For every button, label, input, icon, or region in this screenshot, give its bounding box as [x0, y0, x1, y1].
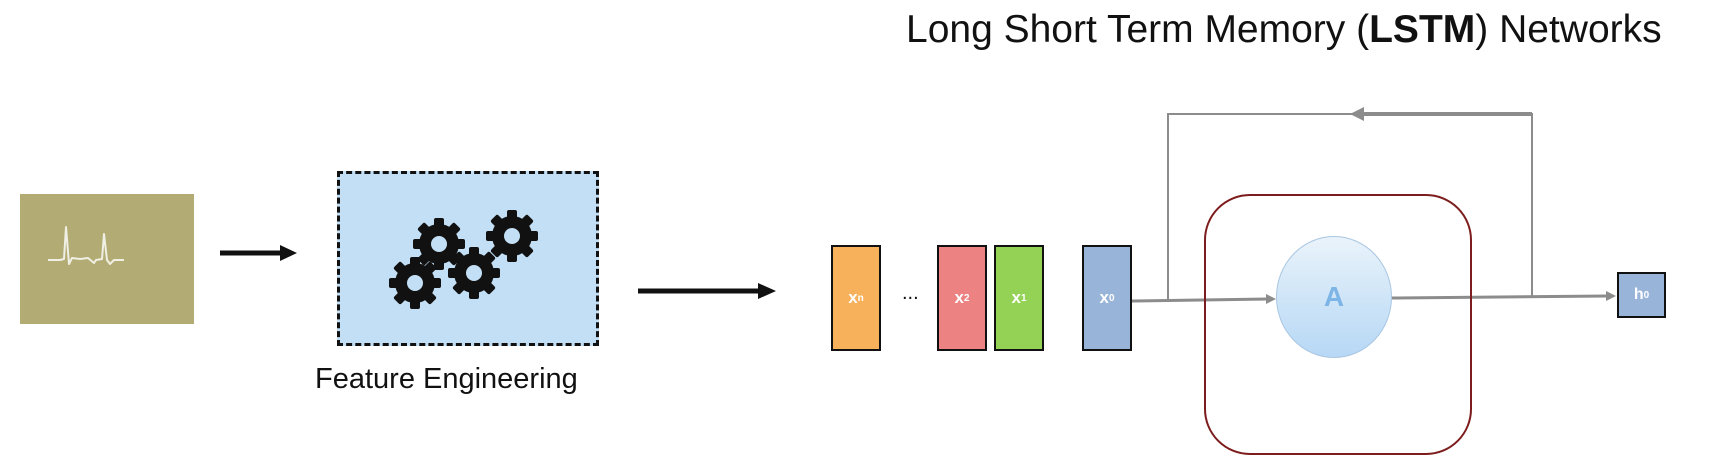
input-arrow-head — [1266, 294, 1276, 304]
lstm-cell-container — [1204, 194, 1472, 455]
arrow-head-1 — [280, 245, 297, 261]
output-line — [1391, 294, 1609, 300]
ecg-signal-icon — [48, 226, 124, 265]
feature-engineering-box — [337, 171, 599, 346]
recurrent-arrow-head — [1350, 107, 1364, 121]
feature-engineering-label: Feature Engineering — [315, 363, 578, 395]
sequence-ellipsis: ... — [902, 282, 919, 304]
diagram-title: Long Short Term Memory (LSTM) Networks — [906, 8, 1662, 51]
lstm-unit-a: A — [1276, 236, 1392, 358]
ecg-signal-thumbnail — [20, 194, 194, 324]
input-line — [1131, 297, 1269, 303]
output-arrow-head — [1606, 291, 1616, 301]
arrow-head-2 — [758, 283, 776, 299]
